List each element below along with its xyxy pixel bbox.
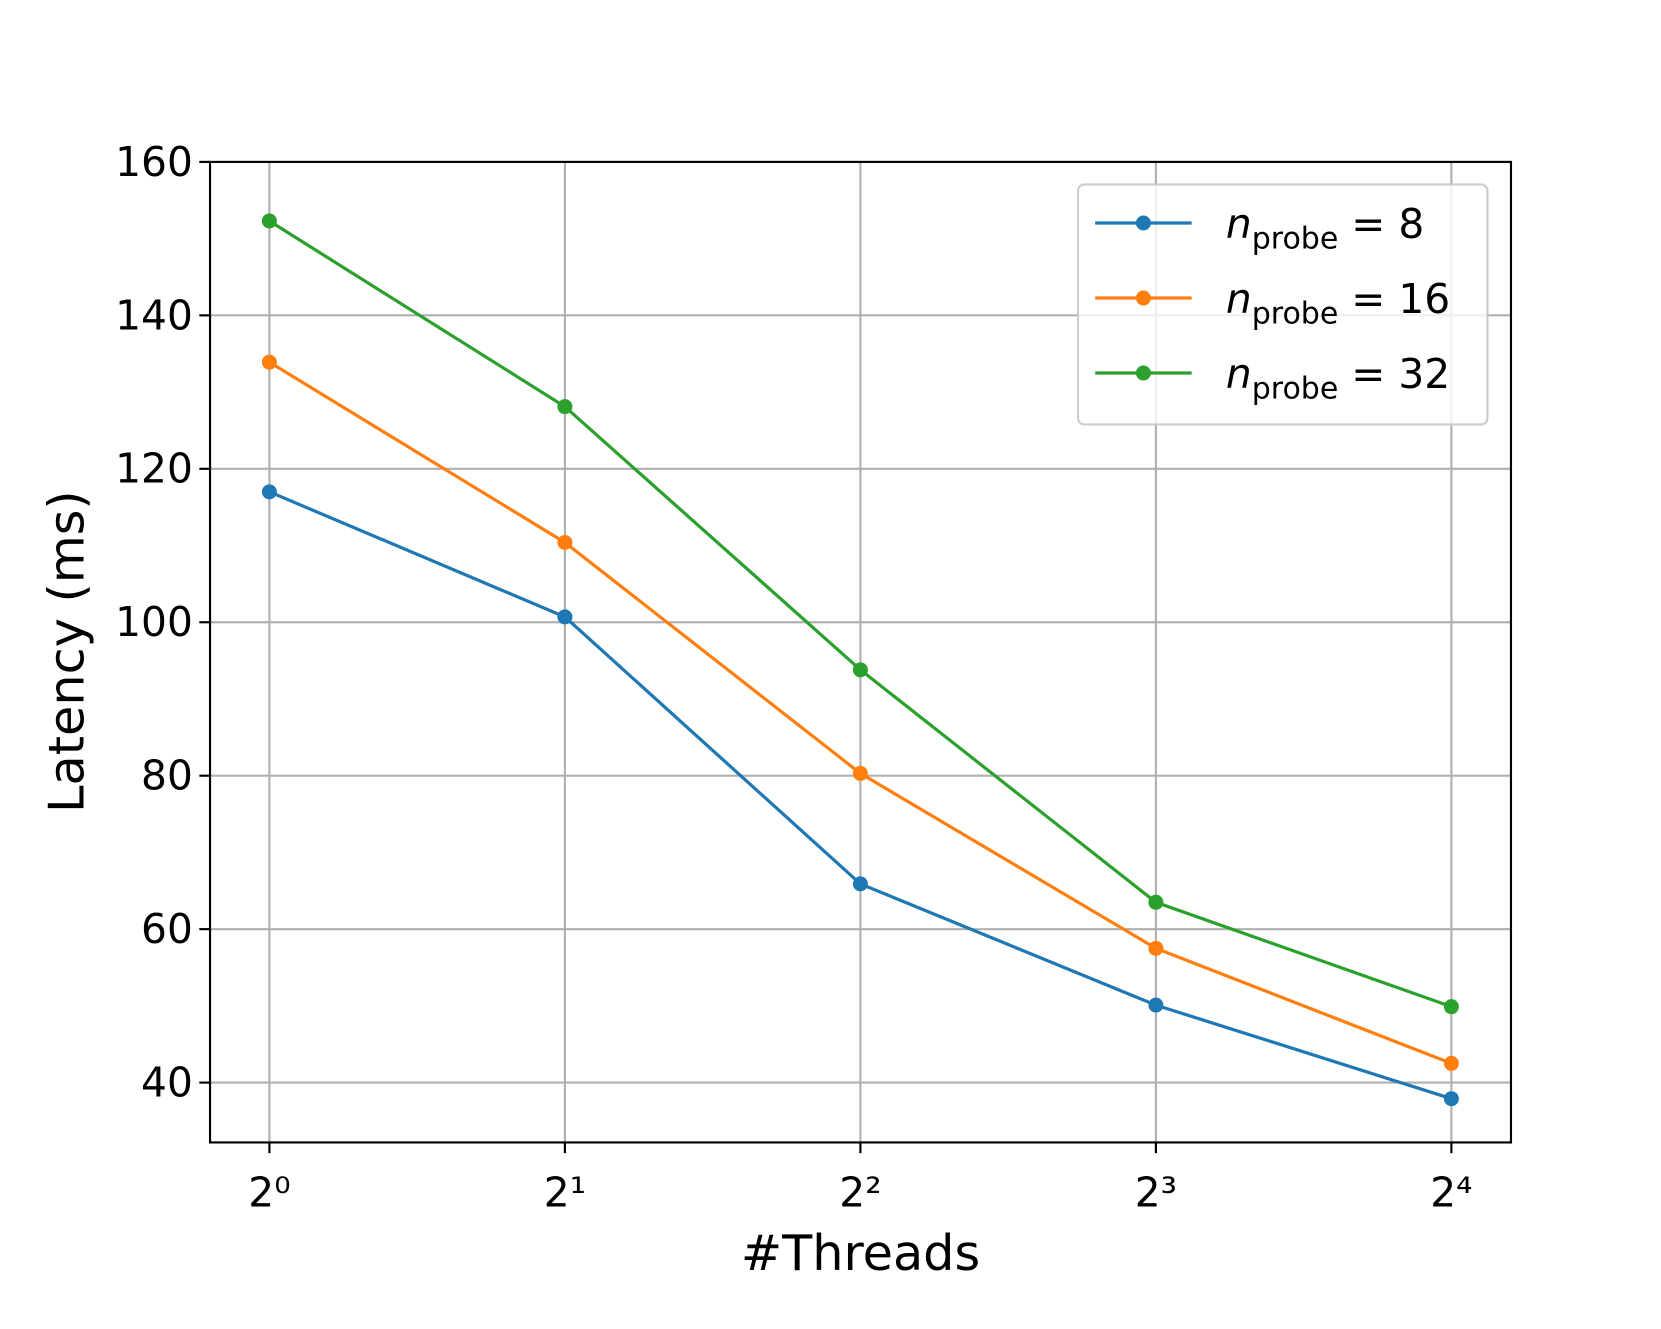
data-point (1443, 999, 1459, 1015)
data-point (1148, 997, 1164, 1013)
legend-label: nprobe = 16 (1226, 275, 1450, 332)
legend-label: nprobe = 8 (1226, 200, 1424, 257)
x-axis-label: #Threads (741, 1224, 980, 1282)
x-tick-label: 2³ (1135, 1169, 1177, 1217)
data-point (1443, 1091, 1459, 1107)
data-point (557, 534, 573, 550)
y-tick-label: 80 (141, 752, 193, 800)
legend-marker (1135, 365, 1151, 381)
x-tick-label: 2⁴ (1430, 1169, 1472, 1217)
data-point (261, 354, 277, 370)
y-tick-label: 160 (115, 138, 193, 186)
y-axis-label: Latency (ms) (38, 490, 96, 813)
data-point (557, 399, 573, 415)
data-point (261, 484, 277, 500)
data-point (1443, 1055, 1459, 1071)
x-tick-label: 2² (839, 1169, 881, 1217)
data-point (261, 213, 277, 229)
y-tick-label: 120 (115, 445, 193, 493)
x-tick-label: 2⁰ (248, 1169, 290, 1217)
legend-marker (1135, 290, 1151, 306)
data-point (557, 609, 573, 625)
legend-label: nprobe = 32 (1226, 350, 1450, 407)
data-point (1148, 894, 1164, 910)
plot-frame (208, 160, 1513, 1144)
y-tick-label: 100 (115, 598, 193, 646)
y-tick-label: 40 (141, 1059, 193, 1107)
y-tick-label: 60 (141, 905, 193, 953)
data-point (1148, 940, 1164, 956)
x-tick-label: 2¹ (544, 1169, 586, 1217)
y-tick-label: 140 (115, 291, 193, 339)
legend-marker (1135, 215, 1151, 231)
data-point (852, 662, 868, 678)
data-point (852, 765, 868, 781)
legend-box (1076, 183, 1489, 426)
data-point (852, 876, 868, 892)
